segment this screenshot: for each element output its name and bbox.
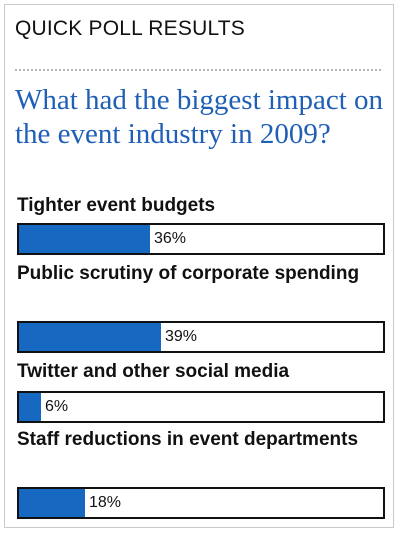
result-value-1: 36% [154,230,187,247]
result-bar-4: 18% [17,487,385,519]
quick-poll-panel: QUICK POLL RESULTS What had the biggest … [4,4,394,528]
poll-header: QUICK POLL RESULTS [15,17,245,40]
result-value-2: 39% [165,328,198,345]
result-bar-fill-2 [19,323,161,351]
option-label-3: Twitter and other social media [17,361,290,382]
result-bar-fill-1 [19,225,150,253]
result-bar-fill-4 [19,489,85,517]
option-label-2: Public scrutiny of corporate spending [17,263,360,284]
result-bar-fill-3 [19,393,41,421]
result-value-4: 18% [89,494,122,511]
result-bar-1: 36% [17,223,385,255]
result-value-3: 6% [45,398,69,415]
option-label-1: Tighter event budgets [17,195,216,216]
result-bar-2: 39% [17,321,385,353]
option-label-4: Staff reductions in event departments [17,429,359,450]
dotted-divider [15,69,381,71]
poll-question: What had the biggest impact on the event… [15,84,384,150]
result-bar-3: 6% [17,391,385,423]
